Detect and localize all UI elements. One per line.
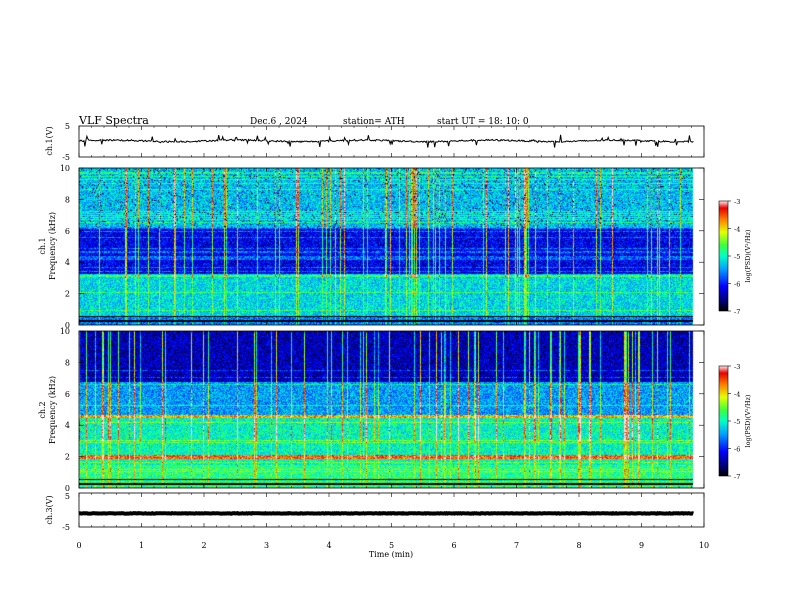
ch2-colorbar-ticks: -3 -4 -5 -6 -7	[728, 363, 740, 481]
ch3-waveform-panel: 5 -5 ch.3(V) 0 1 2 3 4 5 6 7 8 9 10 Time (min)	[45, 492, 709, 559]
colorbar-tick-label: -7	[734, 473, 740, 481]
time-tick-label: 6	[451, 541, 456, 550]
time-tick-label: 4	[326, 541, 331, 550]
frequency-tick-label: 8	[65, 195, 70, 204]
colorbar-tick-label: -3	[734, 363, 740, 371]
colorbar-tick-label: -3	[734, 198, 740, 206]
time-tick-label: 1	[139, 541, 144, 550]
ch1-ytick-bottom: -5	[62, 153, 70, 162]
ch1-waveform-xticks	[78, 126, 705, 157]
time-tick-label: 9	[639, 541, 644, 550]
ch1-waveform-ylabel: ch.1(V)	[45, 126, 54, 155]
time-tick-label: 3	[264, 541, 269, 550]
ch1-colorbar: -3 -4 -5 -6 -7 log(PSD)(V²/Hz)	[718, 198, 752, 316]
ch2-spectrogram-ylabel-top: ch.2	[38, 401, 47, 418]
ch1-spectrogram-ylabel: Frequency (kHz)	[48, 212, 57, 280]
ch3-waveform-frame	[78, 492, 705, 528]
colorbar-tick-label: -4	[734, 391, 740, 399]
time-tick-label: 10	[699, 541, 709, 550]
date-label: Dec.6 , 2024	[250, 117, 308, 127]
ch2-spectrogram-yticks: 0 2 4 6 8 10	[60, 327, 704, 493]
ch2-spectrogram-panel: 0 2 4 6 8 10 ch.2 Frequency (kHz)	[38, 327, 705, 493]
ch3-waveform-xticks	[78, 493, 705, 527]
ch1-spectrogram-yticks: 0 2 4 6 8 10	[60, 164, 704, 330]
station-label: station= ATH	[343, 117, 405, 127]
frequency-tick-label: 10	[60, 164, 70, 173]
ch2-colorbar: -3 -4 -5 -6 -7 log(PSD)(V²/Hz)	[718, 363, 752, 481]
start-time-label: start UT = 18: 10: 0	[437, 117, 529, 127]
colorbar-tick-label: -4	[734, 226, 740, 234]
ch1-waveform-trace	[79, 134, 694, 148]
ch1-colorbar-gradient	[719, 201, 728, 311]
time-tick-label: 5	[389, 541, 394, 550]
ch1-waveform-panel: 5 -5 ch.1(V)	[45, 122, 705, 162]
colorbar-tick-label: -5	[734, 418, 740, 426]
frequency-tick-label: 2	[65, 290, 70, 299]
ch3-ytick-bottom: -5	[62, 523, 70, 532]
colorbar-tick-label: -6	[734, 281, 740, 289]
ch1-colorbar-ticks: -3 -4 -5 -6 -7	[728, 198, 740, 316]
frequency-tick-label: 4	[65, 258, 70, 267]
frequency-tick-label: 4	[65, 421, 70, 430]
frequency-tick-label: 2	[65, 453, 70, 462]
time-axis-tick-labels: 0 1 2 3 4 5 6 7 8 9 10	[76, 541, 709, 550]
frequency-tick-label: 0	[65, 321, 70, 330]
ch2-colorbar-label: log(PSD)(V²/Hz)	[744, 394, 752, 447]
colorbar-tick-label: -7	[734, 308, 740, 316]
ch1-spectrogram-xticks	[78, 168, 705, 325]
frequency-tick-label: 8	[65, 358, 70, 367]
ch1-spectrogram-panel: 0 2 4 6 8 10 ch.1 Frequency (kHz)	[38, 164, 705, 330]
ch1-spectrogram-heatmap	[79, 168, 704, 325]
ch1-ytick-top: 5	[65, 122, 70, 131]
time-axis-label: Time (min)	[369, 550, 413, 559]
ch2-spectrogram-ylabel: Frequency (kHz)	[48, 376, 57, 444]
figure-title: VLF Spectra	[78, 114, 149, 127]
ch2-spectrogram-heatmap	[79, 331, 704, 488]
ch2-colorbar-gradient	[719, 366, 728, 476]
time-tick-label: 0	[76, 541, 81, 550]
colorbar-tick-label: -5	[734, 253, 740, 261]
frequency-tick-label: 0	[65, 484, 70, 493]
time-tick-label: 8	[576, 541, 581, 550]
ch1-colorbar-label: log(PSD)(V²/Hz)	[744, 229, 752, 282]
frequency-tick-label: 10	[60, 327, 70, 336]
frequency-tick-label: 6	[65, 227, 70, 236]
ch2-spectrogram-xticks	[78, 331, 705, 488]
frequency-tick-label: 6	[65, 390, 70, 399]
ch1-spectrogram-ylabel-top: ch.1	[38, 237, 47, 254]
colorbar-tick-label: -6	[734, 446, 740, 454]
time-tick-label: 7	[514, 541, 519, 550]
ch3-waveform-ylabel: ch.3(V)	[45, 495, 54, 524]
time-tick-label: 2	[201, 541, 206, 550]
ch3-ytick-top: 5	[65, 492, 70, 501]
ch3-waveform-trace	[78, 510, 694, 516]
